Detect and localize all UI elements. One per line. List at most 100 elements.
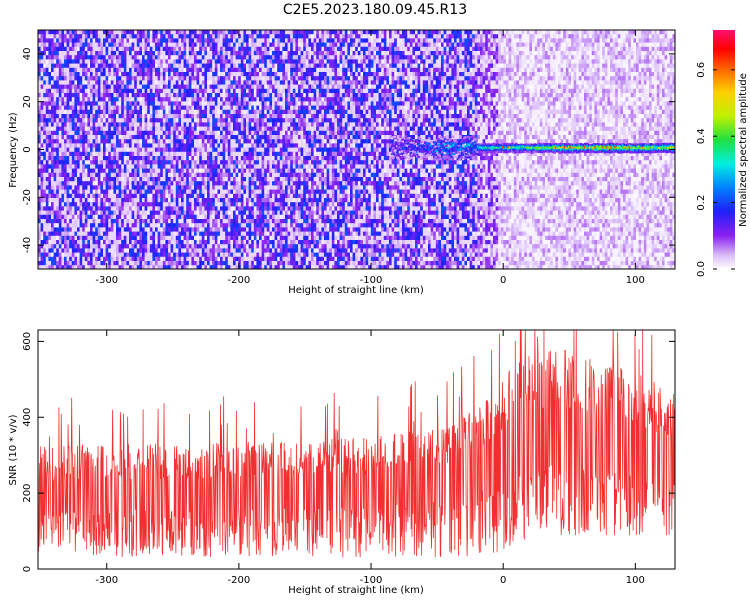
heatmap-cell — [196, 34, 200, 39]
heatmap-cell — [144, 67, 148, 73]
heatmap-cell — [643, 101, 647, 106]
heatmap-cell — [638, 105, 642, 111]
heatmap-cell — [498, 88, 502, 94]
heatmap-cell — [454, 101, 457, 106]
heatmap-cell — [495, 93, 499, 98]
heatmap-cell — [547, 84, 551, 90]
heatmap-cell — [129, 46, 132, 52]
heatmap-cell — [474, 30, 478, 35]
heatmap-cell — [646, 80, 650, 85]
heatmap-cell — [469, 30, 473, 35]
heatmap-cell — [266, 80, 270, 85]
heatmap-cell — [664, 51, 668, 56]
heatmap-cell — [643, 30, 647, 35]
heatmap-cell — [129, 114, 132, 119]
heatmap-cell — [469, 97, 473, 102]
heatmap-cell — [589, 80, 593, 85]
heatmap-cell — [568, 88, 572, 94]
heatmap-cell — [342, 30, 346, 35]
heatmap-cell — [136, 93, 140, 98]
heatmap-cell — [565, 72, 569, 77]
heatmap-cell — [454, 109, 457, 115]
heatmap-cell — [118, 55, 122, 60]
heatmap-cell — [389, 93, 392, 98]
heatmap-cell — [389, 46, 392, 52]
heatmap-cell — [269, 72, 273, 77]
heatmap-cell — [607, 63, 611, 69]
heatmap-cell — [43, 101, 47, 106]
heatmap-cell — [147, 38, 151, 43]
heatmap-cell — [378, 51, 382, 56]
heatmap-cell — [409, 72, 413, 77]
heatmap-cell — [610, 55, 613, 60]
heatmap-cell — [230, 55, 234, 60]
heatmap-cell — [308, 55, 312, 60]
heatmap-cell — [636, 42, 639, 48]
heatmap-cell — [311, 72, 314, 77]
heatmap-cell — [560, 101, 564, 106]
heatmap-cell — [123, 105, 127, 111]
heatmap-cell — [584, 51, 587, 56]
heatmap-cell — [537, 30, 541, 35]
heatmap-cell — [355, 97, 359, 102]
heatmap-cell — [519, 38, 522, 43]
heatmap-cell — [321, 63, 325, 69]
heatmap-cell — [667, 97, 671, 102]
heatmap-cell — [147, 101, 151, 106]
heatmap-cell — [222, 67, 226, 73]
heatmap-cell — [651, 42, 655, 48]
heatmap-cell — [243, 109, 247, 115]
heatmap-cell — [77, 30, 80, 35]
heatmap-cell — [365, 93, 369, 98]
heatmap-cell — [355, 42, 359, 48]
heatmap-cell — [386, 46, 390, 52]
heatmap-cell — [147, 42, 151, 48]
heatmap-cell — [620, 80, 624, 85]
heatmap-cell — [451, 30, 455, 35]
heatmap-cell — [194, 88, 197, 94]
heatmap-cell — [274, 42, 278, 48]
heatmap-cell — [521, 67, 525, 73]
heatmap-cell — [425, 30, 429, 35]
heatmap-cell — [235, 63, 239, 69]
heatmap-cell — [108, 84, 112, 90]
heatmap-cell — [352, 97, 356, 102]
heatmap-cell — [69, 46, 73, 52]
heatmap-cell — [269, 63, 273, 69]
heatmap-cell — [243, 101, 247, 106]
heatmap-cell — [443, 101, 447, 106]
heatmap-cell — [560, 46, 564, 52]
heatmap-cell — [355, 30, 359, 35]
heatmap-cell — [438, 109, 442, 115]
heatmap-cell — [662, 72, 665, 77]
heatmap-cell — [305, 42, 309, 48]
heatmap-cell — [149, 34, 153, 39]
heatmap-cell — [227, 109, 231, 115]
heatmap-cell — [87, 80, 91, 85]
heatmap-cell — [155, 38, 158, 43]
heatmap-cell — [126, 93, 130, 98]
heatmap-cell — [516, 67, 520, 73]
heatmap-cell — [409, 51, 413, 56]
heatmap-cell — [586, 46, 590, 52]
heatmap-cell — [500, 101, 504, 106]
heatmap-cell — [79, 105, 83, 111]
heatmap-cell — [136, 101, 140, 106]
heatmap-cell — [329, 63, 333, 69]
heatmap-cell — [92, 30, 96, 35]
heatmap-cell — [594, 34, 598, 39]
heatmap-cell — [352, 34, 356, 39]
heatmap-cell — [503, 51, 507, 56]
heatmap-cell — [131, 93, 135, 98]
heatmap-cell — [285, 101, 288, 106]
heatmap-cell — [615, 30, 619, 35]
heatmap-cell — [357, 76, 361, 81]
heatmap-cell — [230, 88, 234, 94]
heatmap-cell — [625, 105, 629, 111]
heatmap-cell — [282, 55, 286, 60]
heatmap-cell — [363, 93, 366, 98]
heatmap-cell — [147, 59, 151, 64]
heatmap-cell — [617, 88, 621, 94]
heatmap-cell — [560, 72, 564, 77]
heatmap-cell — [292, 84, 296, 90]
